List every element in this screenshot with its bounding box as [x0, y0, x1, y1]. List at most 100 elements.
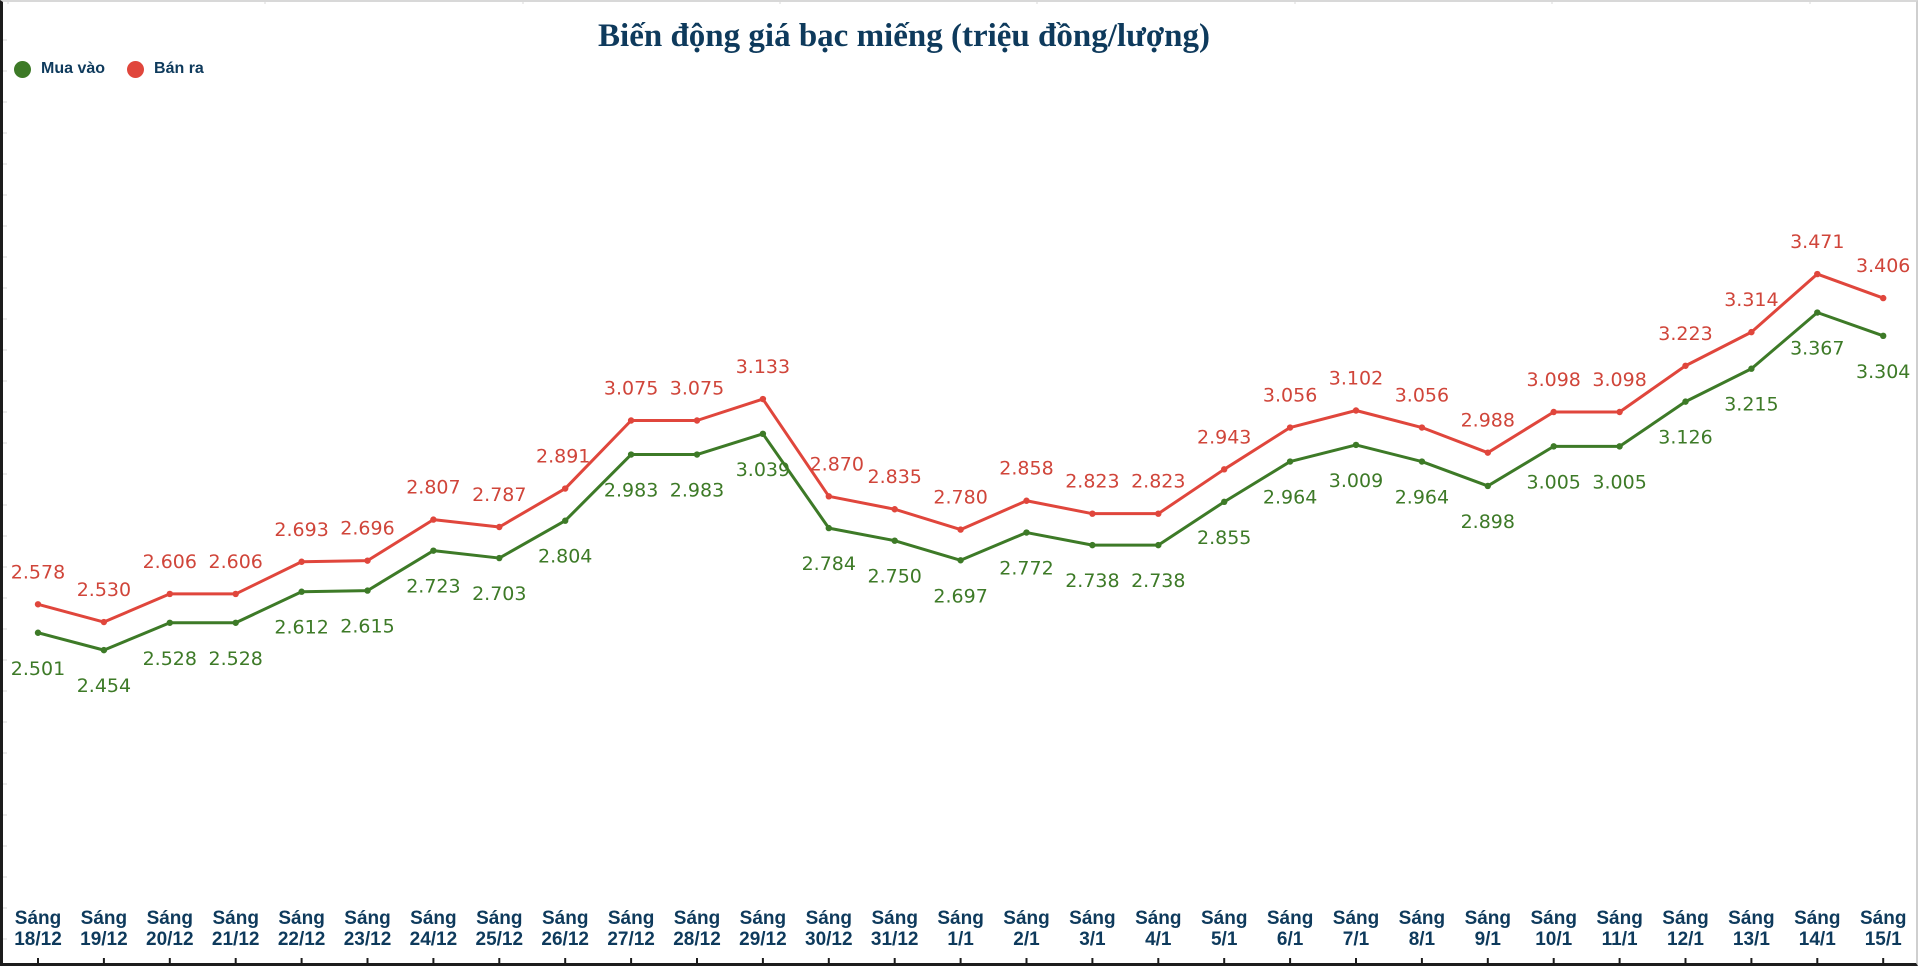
x-tick-label-20: Sáng 7/1: [1333, 908, 1379, 950]
data-point-sell-28[interactable]: [1880, 294, 1887, 302]
legend-item-buy[interactable]: Mua vào: [14, 60, 105, 78]
data-point-buy-1[interactable]: [100, 646, 108, 654]
data-point-buy-7[interactable]: [496, 554, 503, 562]
data-label-buy-1: 2.454: [77, 675, 131, 697]
data-point-buy-16[interactable]: [1089, 541, 1096, 549]
data-point-buy-12[interactable]: [825, 524, 832, 532]
data-point-buy-21[interactable]: [1418, 458, 1426, 465]
data-point-sell-21[interactable]: [1418, 424, 1426, 431]
x-tick-label-7: Sáng 25/12: [476, 908, 524, 950]
data-point-buy-5[interactable]: [364, 587, 371, 594]
data-point-buy-24[interactable]: [1616, 443, 1623, 450]
data-label-sell-26: 3.314: [1724, 289, 1778, 311]
data-point-buy-27[interactable]: [1814, 309, 1821, 316]
data-point-buy-4[interactable]: [298, 588, 305, 595]
data-point-sell-13[interactable]: [891, 506, 898, 513]
data-point-sell-3[interactable]: [232, 590, 239, 598]
data-point-buy-26[interactable]: [1748, 365, 1755, 372]
data-point-sell-27[interactable]: [1814, 270, 1821, 278]
data-point-buy-0[interactable]: [34, 629, 42, 636]
x-tick-label-17: Sáng 4/1: [1135, 908, 1181, 950]
data-label-buy-0: 2.501: [11, 658, 65, 680]
data-point-buy-22[interactable]: [1484, 482, 1492, 490]
data-label-sell-5: 2.696: [340, 518, 394, 540]
data-label-buy-8: 2.804: [538, 546, 592, 568]
data-label-buy-25: 3.126: [1658, 427, 1712, 449]
data-label-buy-4: 2.612: [274, 617, 328, 639]
data-label-sell-24: 3.098: [1592, 369, 1646, 391]
legend-marker-sell: [127, 60, 145, 78]
data-point-sell-25[interactable]: [1682, 362, 1689, 369]
data-point-sell-17[interactable]: [1155, 510, 1162, 517]
data-label-sell-17: 2.823: [1131, 471, 1185, 493]
data-point-buy-28[interactable]: [1880, 332, 1887, 340]
x-tick-label-15: Sáng 2/1: [1003, 908, 1049, 950]
data-point-buy-15[interactable]: [1023, 529, 1030, 536]
data-point-buy-20[interactable]: [1352, 441, 1360, 449]
data-label-sell-12: 2.870: [810, 453, 864, 475]
data-point-sell-11[interactable]: [759, 395, 767, 403]
x-tick-label-4: Sáng 22/12: [278, 908, 326, 950]
x-tick-label-9: Sáng 27/12: [607, 908, 655, 950]
data-point-sell-2[interactable]: [166, 590, 173, 598]
data-point-buy-14[interactable]: [957, 557, 964, 564]
data-label-buy-28: 3.304: [1856, 361, 1910, 383]
x-tick-label-2: Sáng 20/12: [146, 908, 194, 950]
data-point-buy-2[interactable]: [166, 619, 173, 626]
data-label-sell-21: 3.056: [1395, 385, 1449, 407]
data-point-sell-19[interactable]: [1286, 424, 1294, 431]
data-point-sell-16[interactable]: [1089, 510, 1096, 517]
data-point-buy-11[interactable]: [759, 430, 767, 438]
data-label-buy-26: 3.215: [1724, 394, 1778, 416]
data-point-sell-15[interactable]: [1023, 497, 1030, 504]
data-point-sell-0[interactable]: [34, 601, 42, 608]
data-point-sell-18[interactable]: [1221, 466, 1228, 473]
data-label-buy-6: 2.723: [406, 576, 460, 598]
data-point-buy-25[interactable]: [1682, 398, 1689, 405]
data-label-sell-1: 2.530: [77, 579, 131, 601]
data-point-sell-10[interactable]: [693, 417, 701, 424]
data-point-sell-8[interactable]: [562, 485, 569, 492]
data-label-sell-7: 2.787: [472, 484, 526, 506]
legend: Mua vào Bán ra: [14, 60, 226, 78]
data-point-sell-24[interactable]: [1616, 408, 1623, 416]
data-point-sell-5[interactable]: [364, 557, 371, 564]
data-label-sell-2: 2.606: [143, 551, 197, 573]
data-point-sell-23[interactable]: [1550, 408, 1557, 416]
data-label-buy-15: 2.772: [999, 558, 1053, 580]
x-tick-label-25: Sáng 12/1: [1662, 908, 1708, 950]
data-label-buy-16: 2.738: [1065, 570, 1119, 592]
data-point-buy-18[interactable]: [1221, 498, 1228, 506]
data-point-buy-6[interactable]: [430, 547, 437, 554]
data-point-sell-9[interactable]: [627, 417, 635, 424]
data-point-buy-3[interactable]: [232, 619, 239, 626]
data-point-sell-14[interactable]: [957, 526, 964, 533]
legend-item-sell[interactable]: Bán ra: [127, 60, 204, 78]
data-point-sell-7[interactable]: [496, 523, 503, 531]
data-point-buy-13[interactable]: [891, 537, 898, 544]
data-point-sell-1[interactable]: [100, 618, 108, 626]
data-point-buy-19[interactable]: [1286, 458, 1294, 465]
data-label-sell-15: 2.858: [999, 458, 1053, 480]
data-point-sell-26[interactable]: [1748, 328, 1755, 336]
data-label-buy-13: 2.750: [867, 566, 921, 588]
data-point-sell-22[interactable]: [1484, 449, 1492, 456]
data-point-sell-12[interactable]: [825, 493, 832, 500]
data-point-sell-4[interactable]: [298, 558, 305, 565]
x-tick-label-12: Sáng 30/12: [805, 908, 853, 950]
data-point-sell-20[interactable]: [1352, 407, 1360, 414]
data-point-buy-23[interactable]: [1550, 443, 1557, 450]
data-point-buy-17[interactable]: [1155, 541, 1162, 549]
data-point-buy-9[interactable]: [627, 451, 635, 458]
legend-label-sell: Bán ra: [154, 60, 204, 77]
data-label-buy-17: 2.738: [1131, 570, 1185, 592]
chart-title: Biến động giá bạc miếng (triệu đồng/lượn…: [598, 18, 1210, 54]
data-point-sell-6[interactable]: [430, 516, 437, 523]
data-label-buy-24: 3.005: [1592, 471, 1646, 493]
data-label-sell-25: 3.223: [1658, 323, 1712, 345]
data-point-buy-10[interactable]: [693, 451, 701, 458]
data-point-buy-8[interactable]: [562, 517, 569, 524]
x-tick-label-11: Sáng 29/12: [739, 908, 787, 950]
x-tick-label-23: Sáng 10/1: [1530, 908, 1576, 950]
